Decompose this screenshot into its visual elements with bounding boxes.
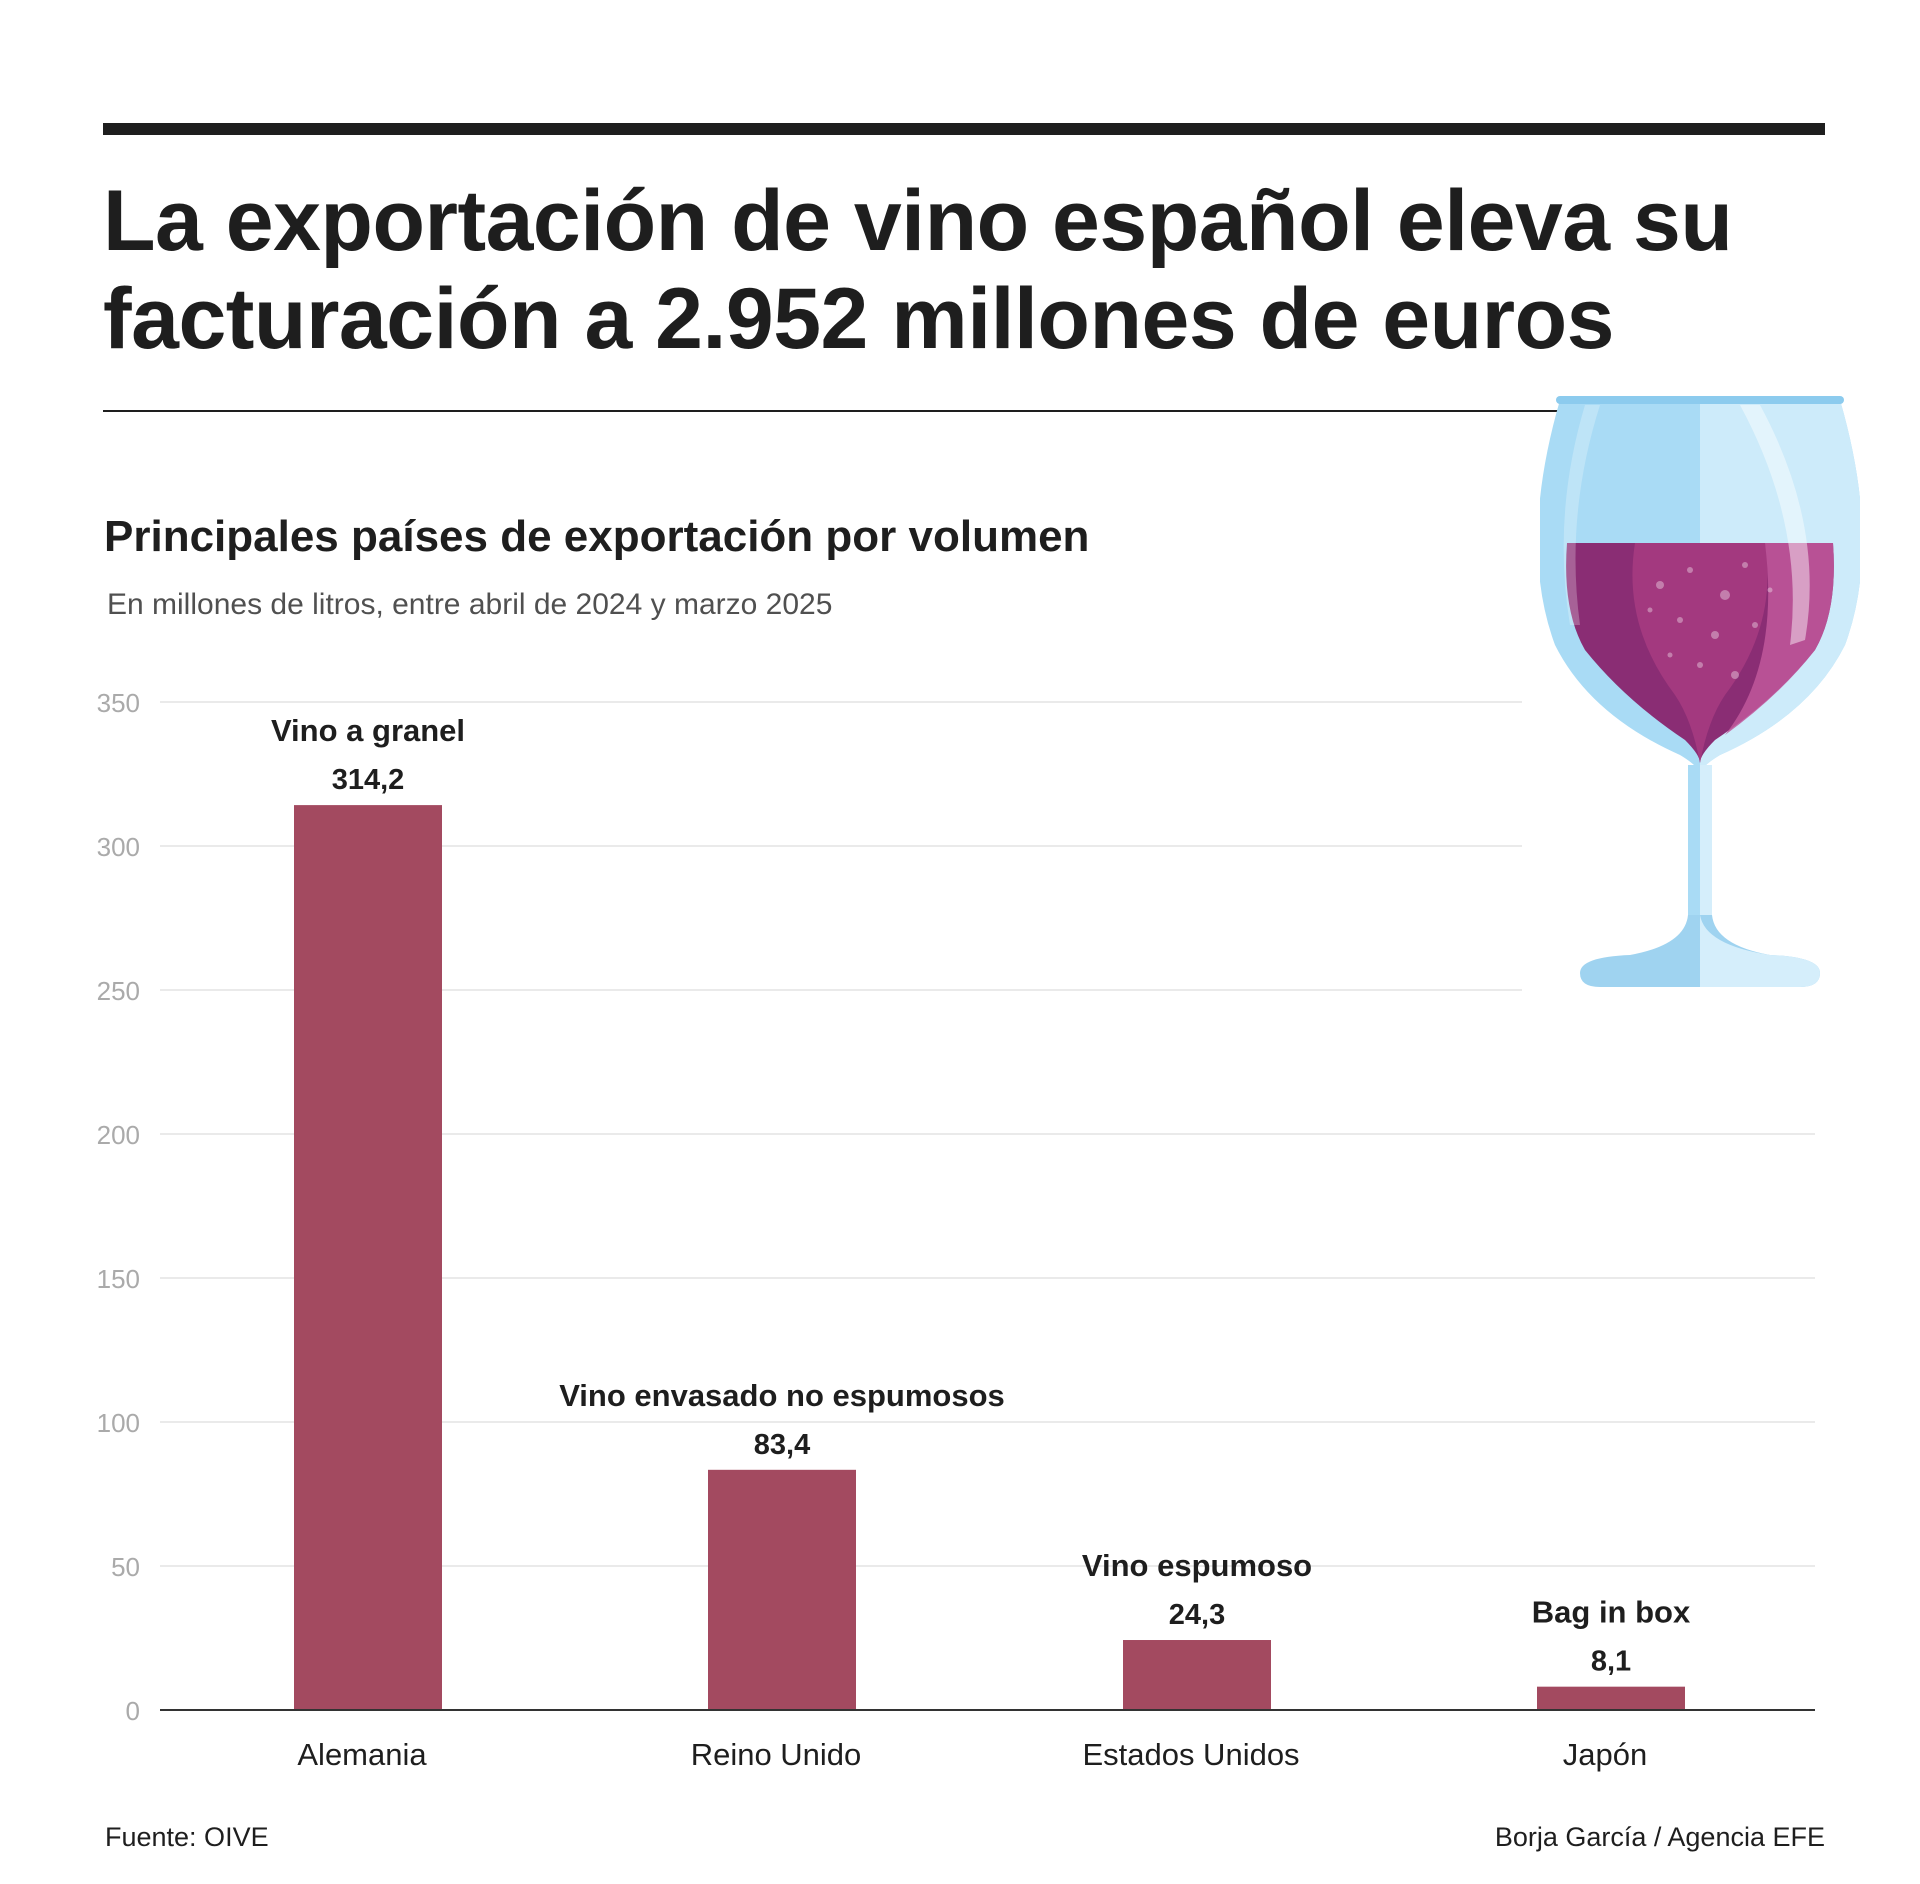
y-tick-label: 200: [97, 1120, 140, 1150]
headline-divider: [103, 410, 1558, 412]
headline: La exportación de vino español eleva su …: [103, 173, 1733, 367]
top-rule: [103, 123, 1825, 135]
y-tick-label: 350: [97, 688, 140, 718]
bar-annotation: Vino a granel: [271, 713, 465, 748]
value-label: 314,2: [332, 764, 405, 796]
y-tick-label: 0: [126, 1696, 140, 1726]
bar-annotation: Vino envasado no espumosos: [559, 1378, 1005, 1413]
bar: [1123, 1640, 1271, 1710]
wine-glass-icon: [1540, 396, 1860, 987]
x-tick-label: Japón: [1563, 1737, 1647, 1772]
bar: [294, 805, 442, 1710]
source-note: Fuente: OIVE: [105, 1822, 269, 1852]
y-tick-label: 100: [97, 1408, 140, 1438]
bar-annotation: Vino espumoso: [1082, 1548, 1312, 1583]
bar: [1537, 1686, 1685, 1710]
x-tick-label: Alemania: [297, 1737, 427, 1772]
y-tick-label: 150: [97, 1264, 140, 1294]
credit-note: Borja García / Agencia EFE: [1494, 1822, 1825, 1852]
y-tick-label: 300: [97, 832, 140, 862]
value-label: 83,4: [754, 1429, 810, 1461]
x-tick-label: Estados Unidos: [1082, 1737, 1299, 1772]
bar: [708, 1469, 856, 1710]
y-tick-label: 50: [111, 1552, 140, 1582]
chart-subtitle: En millones de litros, entre abril de 20…: [107, 588, 833, 621]
value-label: 8,1: [1591, 1646, 1631, 1678]
y-tick-label: 250: [97, 976, 140, 1006]
bar-annotation: Bag in box: [1532, 1595, 1691, 1630]
value-label: 24,3: [1169, 1599, 1225, 1631]
x-tick-label: Reino Unido: [691, 1737, 862, 1772]
chart-title: Principales países de exportación por vo…: [104, 512, 1090, 561]
